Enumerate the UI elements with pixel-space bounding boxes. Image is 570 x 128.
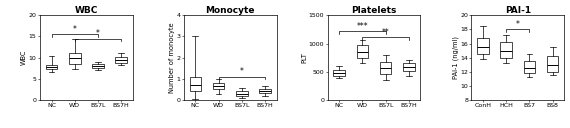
Text: *: * xyxy=(96,29,100,38)
Text: **: ** xyxy=(382,28,389,37)
Title: WBC: WBC xyxy=(75,6,98,15)
Y-axis label: Number of monocyte: Number of monocyte xyxy=(169,22,175,93)
Text: ***: *** xyxy=(357,22,368,31)
PathPatch shape xyxy=(500,42,512,58)
PathPatch shape xyxy=(213,83,225,89)
PathPatch shape xyxy=(259,89,271,93)
PathPatch shape xyxy=(380,62,392,74)
PathPatch shape xyxy=(547,56,559,72)
Text: *: * xyxy=(516,20,520,29)
PathPatch shape xyxy=(357,45,368,58)
PathPatch shape xyxy=(92,64,104,68)
PathPatch shape xyxy=(69,52,80,64)
Title: Platelets: Platelets xyxy=(351,6,397,15)
PathPatch shape xyxy=(524,61,535,73)
PathPatch shape xyxy=(236,91,247,96)
Y-axis label: PLT: PLT xyxy=(302,52,307,63)
Text: *: * xyxy=(240,67,244,76)
Y-axis label: PAI-1 (ng/ml): PAI-1 (ng/ml) xyxy=(452,36,459,79)
Y-axis label: WBC: WBC xyxy=(21,50,27,65)
Text: *: * xyxy=(73,25,76,34)
PathPatch shape xyxy=(477,38,489,54)
PathPatch shape xyxy=(403,63,414,71)
Title: Monocyte: Monocyte xyxy=(205,6,255,15)
Title: PAI-1: PAI-1 xyxy=(505,6,531,15)
PathPatch shape xyxy=(115,57,127,63)
PathPatch shape xyxy=(46,65,58,69)
PathPatch shape xyxy=(190,77,201,91)
PathPatch shape xyxy=(333,70,345,76)
